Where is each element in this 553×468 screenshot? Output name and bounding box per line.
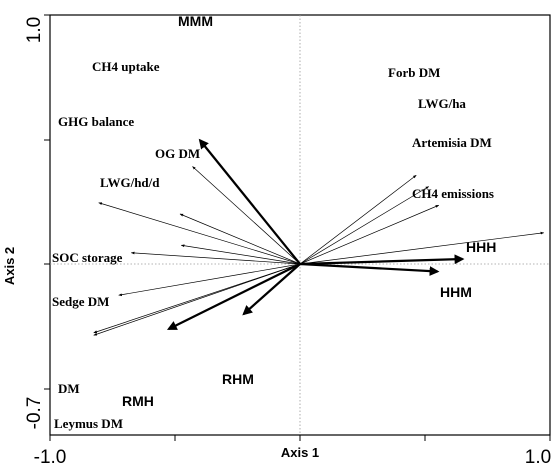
- arrow-ch4-uptake: [192, 166, 301, 265]
- y-axis-label: Axis 2: [2, 247, 17, 285]
- arrow-ghg-balance: [98, 202, 301, 265]
- label-hhh: HHH: [466, 239, 496, 255]
- label-artemisia-dm: Artemisia DM: [412, 135, 492, 150]
- arrow-soc-storage: [130, 251, 301, 265]
- x-axis-label: Axis 1: [281, 445, 319, 460]
- label-ch4-uptake: CH4 uptake: [92, 59, 160, 74]
- arrow-hhh: [299, 254, 465, 266]
- y-tick-label-min: -0.7: [24, 397, 45, 430]
- arrow-rhm: [242, 263, 301, 316]
- arrow-hhm: [299, 262, 440, 277]
- arrow-lwg-ha: [299, 186, 430, 265]
- label-og-dm: OG DM: [155, 146, 200, 161]
- label-rmh: RMH: [122, 393, 154, 409]
- arrow-sedge-dm: [118, 263, 301, 297]
- label-soc-storage: SOC storage: [52, 250, 123, 265]
- arrow-lwg-hd-d: [180, 244, 301, 265]
- arrow-forb-dm: [299, 174, 417, 265]
- biplot-arrows: [93, 138, 545, 336]
- x-tick-label-max: 1.0: [525, 447, 551, 468]
- label-sedge-dm: Sedge DM: [52, 294, 109, 309]
- axis-ticks: [44, 14, 551, 441]
- arrow-leymus-dm: [93, 263, 301, 336]
- arrow-rmh: [166, 263, 301, 330]
- arrow-ch4-emissions: [299, 231, 545, 265]
- x-tick-label-min: -1.0: [34, 447, 67, 468]
- arrow-og-dm: [179, 213, 301, 265]
- label-dm: DM: [58, 381, 80, 396]
- label-forb-dm: Forb DM: [388, 65, 440, 80]
- arrow-mmm: [198, 138, 301, 265]
- label-lwg-ha: LWG/ha: [418, 96, 466, 111]
- biplot-labels: CH4 uptake GHG balance OG DM LWG/hd/d SOC st…: [52, 13, 496, 431]
- y-tick-label-max: 1.0: [24, 17, 45, 43]
- arrow-dm: [93, 263, 301, 334]
- label-ch4-emissions: CH4 emissions: [412, 186, 494, 201]
- label-rhm: RHM: [222, 371, 254, 387]
- label-ghg-balance: GHG balance: [58, 114, 134, 129]
- label-leymus-dm: Leymus DM: [54, 416, 123, 431]
- label-mmm: MMM: [178, 13, 213, 29]
- label-lwg-hd-d: LWG/hd/d: [100, 175, 160, 190]
- arrow-artemisia-dm: [299, 204, 440, 265]
- label-hhm: HHM: [440, 284, 472, 300]
